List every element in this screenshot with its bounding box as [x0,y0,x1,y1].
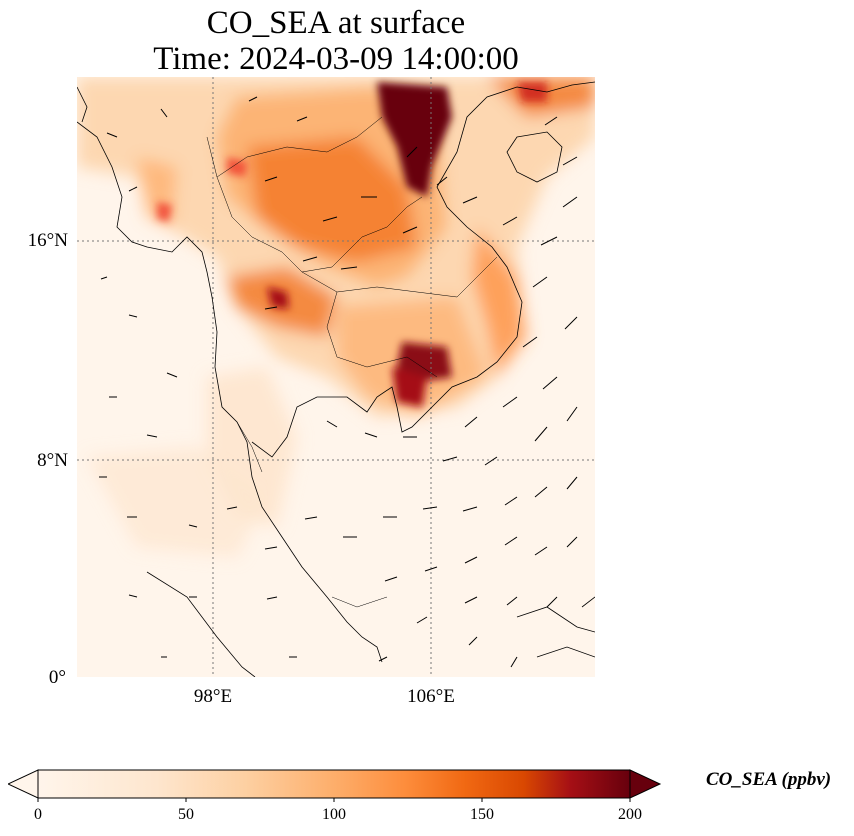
colorbar [8,768,664,802]
map-title: CO_SEA at surface [0,6,672,40]
map-subtitle-time: Time: 2024-03-09 14:00:00 [0,42,672,76]
lat-label-16n: 16°N [8,230,68,252]
colorbar-tick-150: 150 [452,806,512,824]
colorbar-tick-200: 200 [600,806,660,824]
map-panel [77,77,595,677]
colorbar-tick-100: 100 [304,806,364,824]
colorbar-tick-50: 50 [156,806,216,824]
colorbar-tick-0: 0 [8,806,68,824]
colorbar-label: CO_SEA (ppbv) [706,769,831,791]
colorbar-gradient [38,770,630,798]
lat-label-8n: 8°N [8,450,68,472]
lon-label-98e: 98°E [173,686,253,708]
lat-label-0: 0° [6,667,66,689]
colorbar-max-extend [630,770,660,798]
lon-label-106e: 106°E [391,686,471,708]
map-canvas [77,77,595,677]
colorbar-min-extend [8,770,38,798]
